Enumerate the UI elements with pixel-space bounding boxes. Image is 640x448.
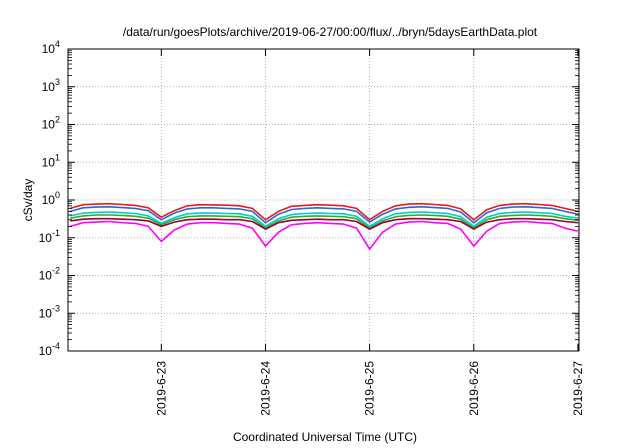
x-axis-label: Coordinated Universal Time (UTC) [233,430,417,444]
x-tick-label: 2019-6-26 [467,361,481,416]
y-tick-base: 10 [42,80,56,94]
series-line-4 [70,214,578,229]
y-axis-label: cSv/day [21,179,35,222]
series-group [69,202,579,250]
y-tick-base: 10 [39,306,53,320]
y-tick-exponent: 0 [55,190,60,200]
y-tick-exponent: 3 [55,77,60,87]
y-tick-label: 10-3 [39,303,60,320]
y-tick-base: 10 [39,269,53,283]
y-tick-label: 10-1 [39,228,60,245]
x-ticks: 2019-6-23 2019-6-24 2019-6-25 2019-6-26 2019… [154,49,585,416]
y-tick-label: 10-2 [39,266,60,283]
y-tick-label: 10-4 [39,341,60,358]
y-tick-label: 104 [42,39,60,56]
series-line-3 [70,211,579,228]
series-line-5 [70,217,578,230]
y-tick-exponent: -2 [52,266,60,276]
y-tick-label: 101 [42,152,60,169]
y-tick-base: 10 [39,344,53,358]
chart-title: /data/run/goesPlots/archive/2019-06-27/0… [123,25,538,39]
series-line-1 [69,202,579,221]
y-tick-label: 100 [42,190,60,207]
y-tick-base: 10 [42,193,56,207]
grid [68,49,579,351]
y-tick-base: 10 [42,118,56,132]
series-line-2 [69,206,579,224]
y-tick-exponent: 4 [55,39,60,49]
y-tick-base: 10 [39,231,53,245]
series-line-6 [69,220,579,250]
y-tick-exponent: -4 [52,341,60,351]
y-tick-base: 10 [42,155,56,169]
x-tick-label: 2019-6-25 [363,361,377,416]
y-tick-exponent: -1 [52,228,60,238]
x-tick-label: 2019-6-23 [154,361,168,416]
y-tick-label: 102 [42,115,60,132]
y-tick-exponent: 2 [55,115,60,125]
y-tick-exponent: -3 [52,303,60,313]
x-tick-label: 2019-6-27 [571,361,585,416]
x-tick-label: 2019-6-24 [258,361,272,416]
y-tick-label: 103 [42,77,60,94]
y-tick-exponent: 1 [55,152,60,162]
y-tick-base: 10 [42,42,56,56]
